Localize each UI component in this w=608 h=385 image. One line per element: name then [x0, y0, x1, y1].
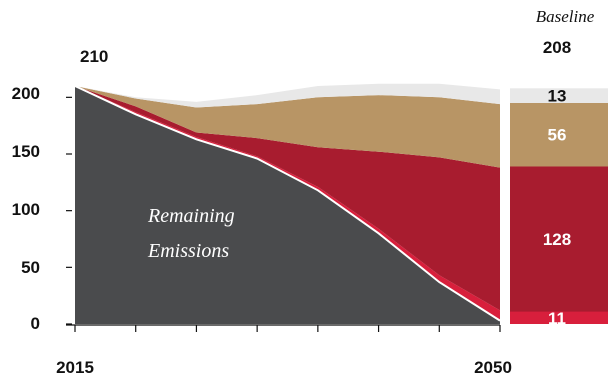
y-tick-label-0: 0 — [31, 314, 40, 333]
baseline-segment-label-2: 128 — [543, 230, 571, 249]
baseline-segment-2 — [510, 166, 608, 312]
area-series-1 — [75, 86, 500, 324]
x-tick-label-2015: 2015 — [56, 358, 94, 377]
axes — [66, 96, 501, 332]
x-tick-label-2050: 2050 — [474, 358, 512, 377]
remaining-emissions-edge — [74, 85, 501, 322]
baseline-segment-label-4: 13 — [548, 87, 567, 106]
y-tick-label-100: 100 — [12, 200, 40, 219]
remaining-emissions-label-line2: Emissions — [147, 240, 229, 262]
y-tick-label-50: 50 — [21, 258, 40, 277]
baseline-total-label: 208 — [543, 38, 571, 57]
baseline-segment-1 — [510, 311, 608, 324]
baseline-segment-4 — [510, 88, 608, 103]
area-series-5 — [75, 83, 500, 108]
area-series-3 — [75, 86, 500, 311]
y-tick-label-200: 200 — [12, 84, 40, 103]
baseline-title: Baseline — [536, 7, 595, 26]
y-tick-label-150: 150 — [12, 142, 40, 161]
baseline-segment-label-1: 11 — [548, 309, 566, 328]
stacked-areas — [74, 83, 501, 324]
baseline-bar: 11 128 56 13 — [510, 87, 608, 328]
baseline-segment-3 — [510, 103, 608, 167]
baseline-segment-label-3: 56 — [548, 126, 567, 145]
start-value-label: 210 — [80, 47, 108, 66]
remaining-emissions-label-line1: Remaining — [147, 205, 235, 227]
area-series-4 — [75, 86, 500, 168]
